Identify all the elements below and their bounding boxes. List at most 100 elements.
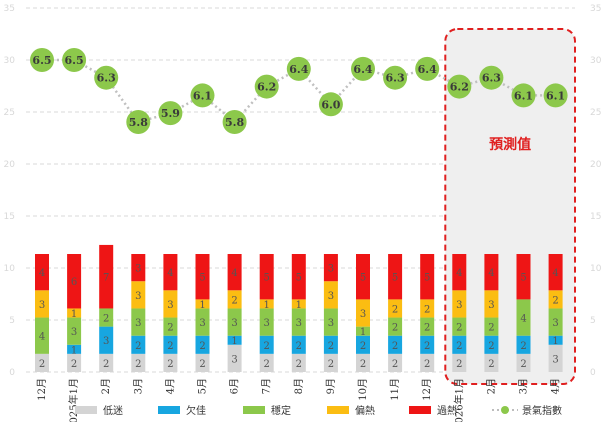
bar-value-label: 2: [424, 304, 430, 315]
bar-value-label: 2: [264, 341, 270, 352]
index-value-label: 6.5: [65, 54, 84, 67]
index-value-label: 6.4: [289, 63, 308, 76]
bar-value-label: 2: [552, 295, 558, 306]
bar-value-label: 3: [71, 327, 77, 338]
bar-stack: 2 2 3 1 5: [291, 254, 306, 372]
y-tick-label-left: 15: [4, 212, 15, 222]
bar-segment-weak: [420, 335, 435, 354]
bar-segment-warm: [67, 308, 82, 318]
bar-segment-stable: [323, 308, 338, 336]
bar-segment-hot: [35, 254, 49, 291]
bar-value-label: 1: [231, 336, 237, 347]
bar-stack: 2 2 1 3 5: [356, 254, 370, 372]
legend-swatch: [243, 406, 265, 414]
bar-segment-hot: [291, 254, 306, 300]
legend: 低迷 欠佳 穩定 偏熱 過熱 景氣指數: [75, 404, 562, 417]
legend-label: 低迷: [103, 404, 123, 417]
bar-value-label: 4: [488, 268, 494, 279]
x-tick-label: 12月: [421, 378, 433, 401]
bar-segment-warm: [452, 290, 467, 318]
index-point: 6.3: [94, 65, 119, 90]
index-dot: [318, 92, 343, 117]
y-tick-label-left: 10: [4, 264, 16, 274]
bar-segment-low: [291, 353, 306, 372]
bar-value-label: 1: [71, 345, 77, 356]
index-value-label: 6.0: [321, 98, 340, 111]
bar-segment-stable: [259, 308, 274, 336]
bar-value-label: 1: [199, 300, 205, 311]
x-tick-label: 4月: [550, 378, 562, 394]
index-line: 6.5 6.5 6.3 5.8 5.9 6.1 5.8 6.2 6.4 6.0 6.4 6.3 6.4 6…: [30, 48, 568, 134]
bar-stack: 2 1 3 1 6: [67, 254, 82, 372]
bar-stack: 20434: [35, 254, 49, 372]
bar-value-label: 1: [71, 309, 77, 320]
bar-value-label: 2: [360, 341, 366, 352]
bar-value-label: 2: [135, 341, 141, 352]
bar-segment-low: [516, 353, 531, 372]
bar-segment-low: [259, 353, 274, 372]
bar-value-label: 2: [392, 341, 398, 352]
bar-segment-hot: [131, 254, 146, 282]
x-tick-label: 3月: [518, 378, 530, 394]
index-point: 6.2: [447, 74, 472, 99]
legend-item-low: 低迷: [75, 404, 123, 417]
bar-value-label: 3: [488, 300, 494, 311]
index-dot: [286, 56, 311, 81]
bar-value-label: 5: [520, 273, 526, 284]
bar-segment-hot: [99, 244, 114, 309]
x-tick-label: 3月: [132, 378, 144, 394]
bar-value-label: 2: [360, 359, 366, 370]
index-value-label: 6.2: [257, 81, 276, 94]
x-tick-label: 9月: [325, 378, 337, 394]
bar-value-label: 2: [39, 359, 45, 370]
bar-segment-hot: [67, 254, 82, 309]
index-value-label: 6.4: [418, 63, 437, 76]
bar-value-label: 3: [328, 264, 334, 275]
bar-value-label: 2: [199, 341, 205, 352]
index-point: 6.3: [383, 65, 408, 90]
x-tick-label: 2月: [100, 378, 112, 394]
bar-segment-stable: [291, 308, 306, 336]
bar-segment-low: [323, 353, 338, 372]
bar-segment-weak: [291, 335, 306, 354]
index-point: 5.8: [222, 110, 247, 134]
bar-value-label: 2: [456, 323, 462, 334]
x-tick-label: 2月: [485, 378, 497, 394]
bar-value-label: 4: [39, 332, 45, 343]
bar-segment-weak: [99, 326, 114, 354]
bar-value-label: 3: [296, 318, 302, 329]
bar-segment-stable: [227, 308, 242, 336]
legend-label: 穩定: [271, 404, 291, 417]
bar-segment-warm: [356, 299, 370, 327]
x-tick-label: 7月: [261, 378, 273, 394]
index-dot: [222, 110, 247, 134]
bar-value-label: 3: [199, 318, 205, 329]
y-tick-label-left: 5: [9, 316, 15, 326]
bar-segment-hot: [356, 254, 370, 300]
bar-segment-warm: [35, 290, 49, 318]
bar-stack: 2 2 2 3 4: [452, 254, 467, 372]
bar-segment-hot: [259, 254, 274, 300]
y-tick-label-left: 35: [4, 4, 15, 14]
bar-value-label: 2: [328, 359, 334, 370]
bar-value-label: 1: [552, 336, 558, 347]
bar-segment-weak: [227, 335, 242, 345]
legend-label: 偏熱: [355, 404, 375, 417]
bar-segment-low: [227, 344, 242, 372]
bar-segment-warm: [420, 299, 435, 318]
bar-segment-weak: [452, 335, 467, 354]
bar-segment-stable: [516, 299, 531, 336]
y-tick-label-right: 20: [590, 160, 602, 170]
legend-item-index: 景氣指數: [492, 404, 562, 417]
index-dot: [415, 56, 440, 81]
bar-value-label: 5: [264, 273, 270, 284]
bar-stack: 2 2 2 3 4: [484, 254, 499, 372]
bar-segment-warm: [291, 299, 306, 309]
forecast-box: [444, 28, 576, 385]
index-value-label: 6.3: [386, 72, 405, 85]
bar-value-label: 2: [392, 304, 398, 315]
bar-segment-stable: [484, 317, 499, 336]
bar-segment-low: [195, 353, 210, 372]
bar-value-label: 2: [103, 314, 109, 325]
